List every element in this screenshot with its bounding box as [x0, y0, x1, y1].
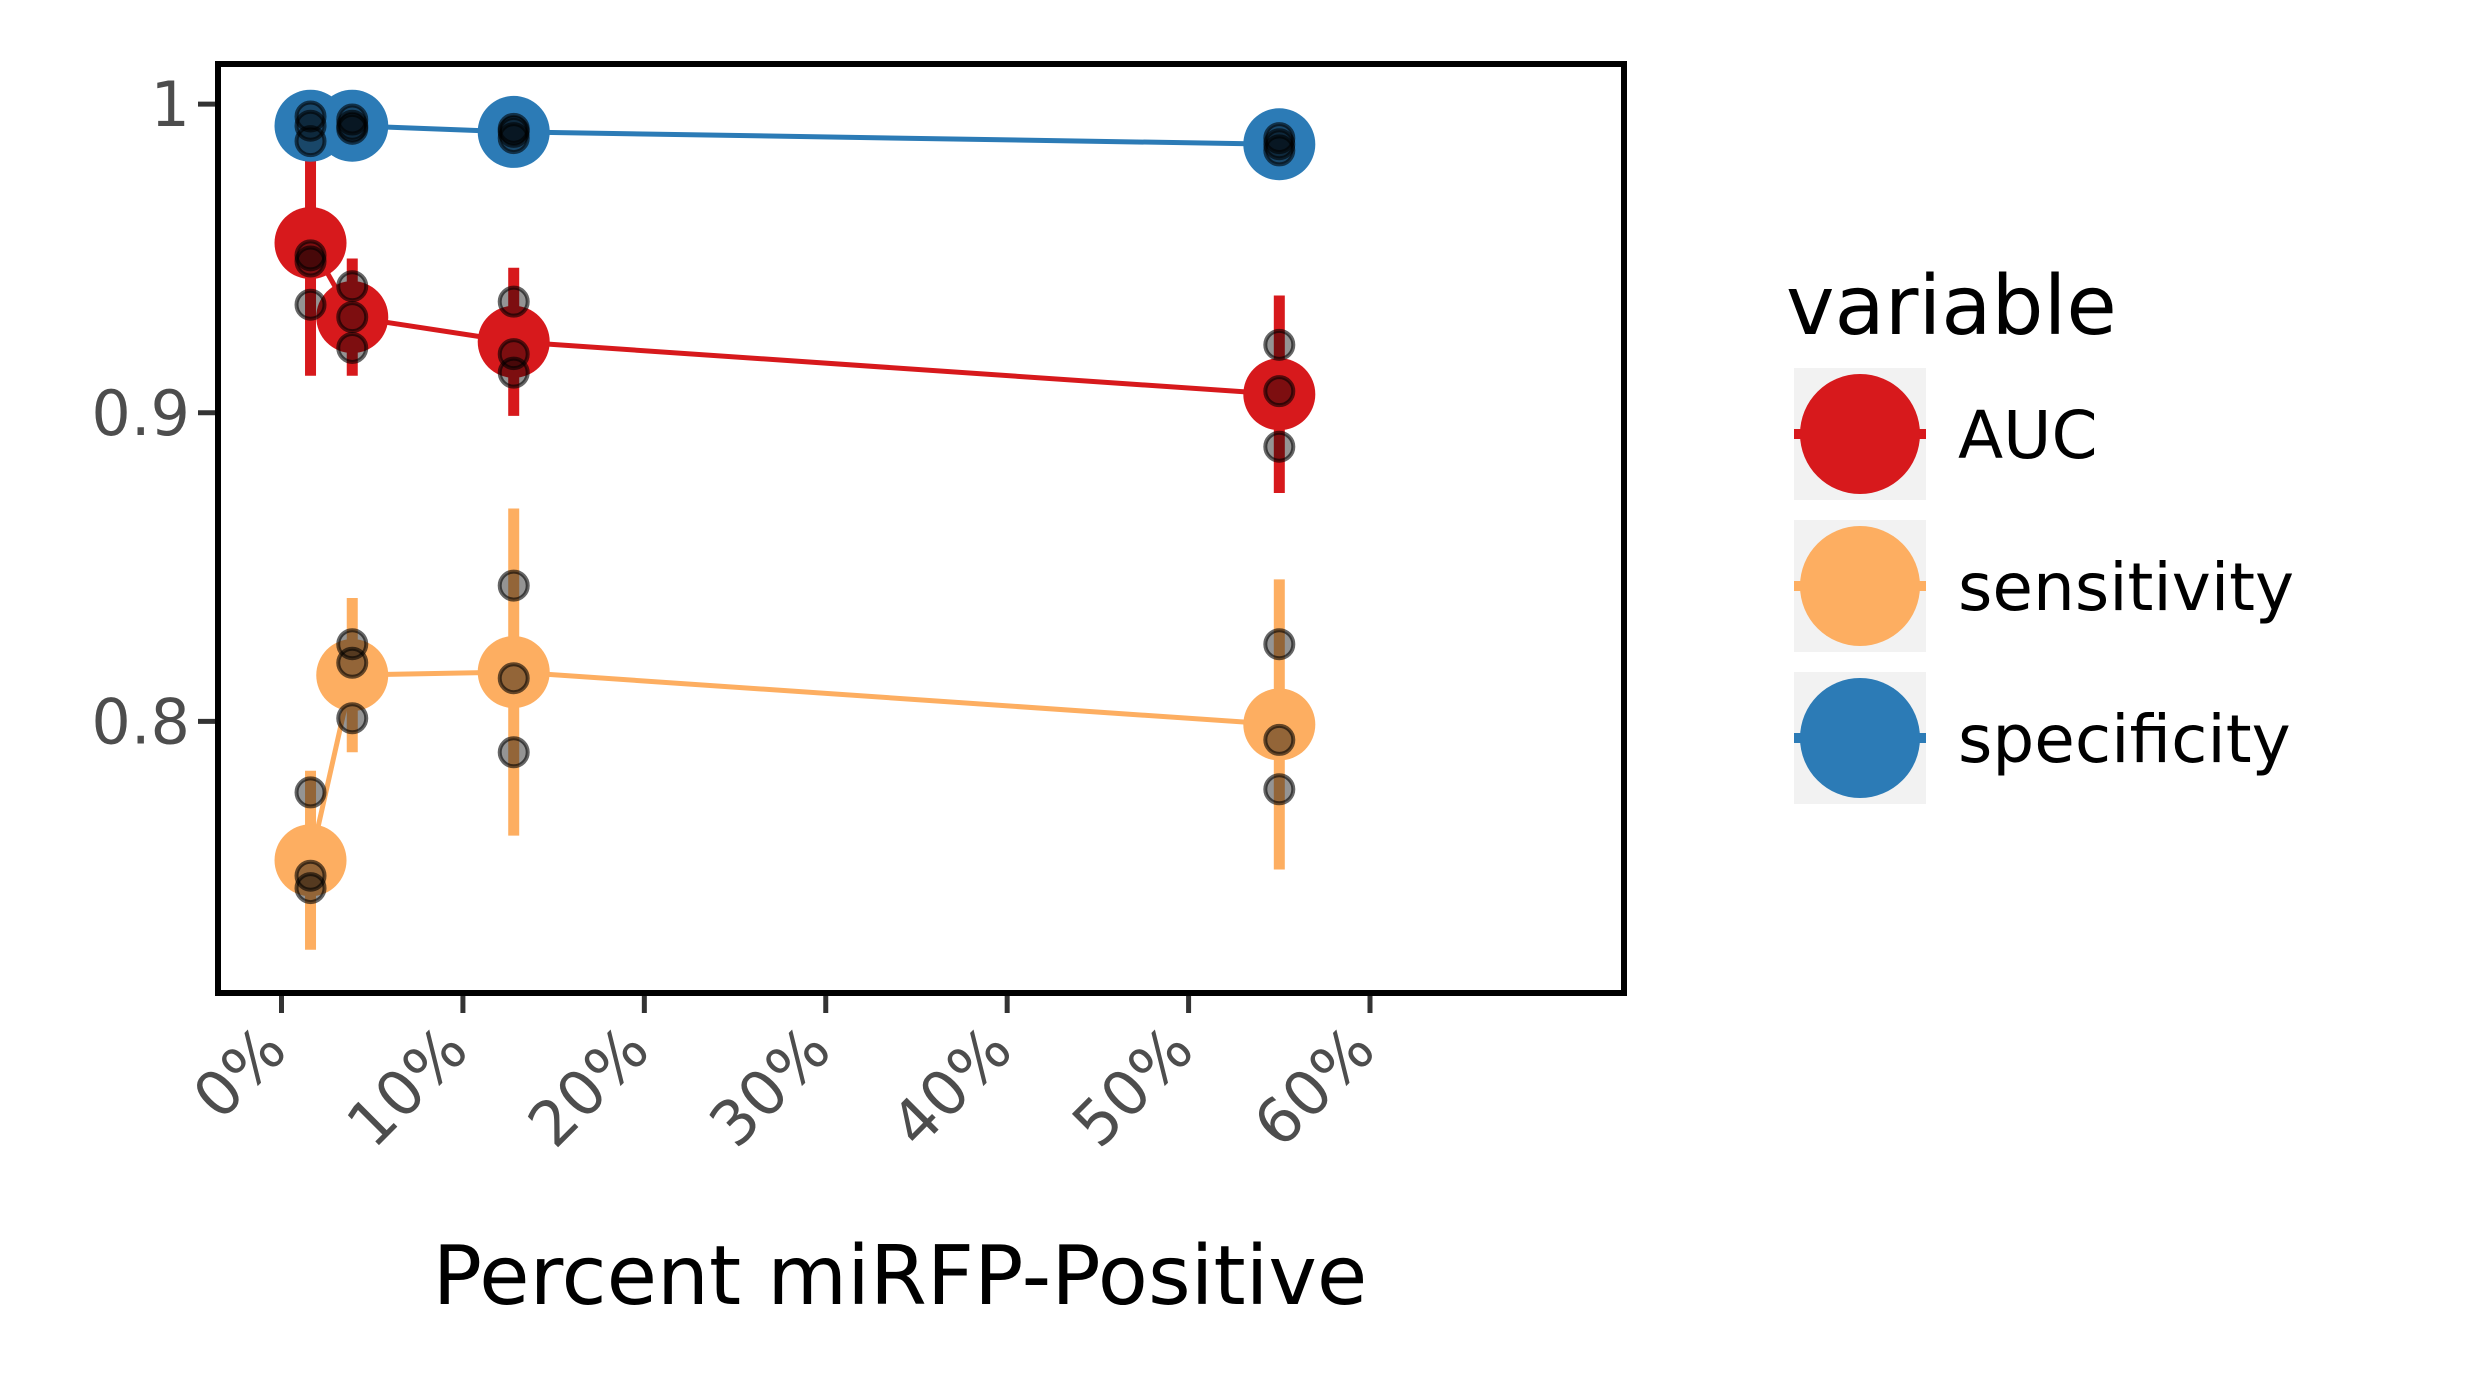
legend-key-point	[1800, 526, 1920, 646]
legend-title: variable	[1786, 259, 2117, 354]
series-line-AUC	[308, 241, 1280, 397]
plot-panel	[218, 64, 1624, 993]
replicate-sensitivity-2-1	[497, 662, 530, 695]
y-tick-label-1: 0.9	[91, 377, 190, 450]
replicate-AUC-1-1	[336, 301, 369, 334]
legend-label: AUC	[1958, 397, 2098, 474]
replicate-sensitivity-1-0	[336, 702, 369, 735]
y-tick-label-2: 1	[151, 68, 190, 141]
plot-border	[215, 61, 1627, 996]
replicate-sensitivity-3-1	[1263, 723, 1296, 756]
replicate-sensitivity-1-2	[336, 628, 369, 661]
replicate-specificity-1-2	[336, 103, 369, 136]
replicate-sensitivity-3-0	[1263, 773, 1296, 806]
replicate-AUC-0-2	[294, 239, 327, 272]
legend-label: specificity	[1958, 701, 2291, 778]
replicate-sensitivity-2-2	[497, 569, 530, 602]
legend-item-sensitivity: sensitivity	[1794, 520, 2294, 652]
legend: variable AUC sensitivity specificity	[1786, 259, 2294, 804]
legend-key-point	[1800, 678, 1920, 798]
point-specificity-1	[316, 89, 389, 162]
point-sensitivity-2	[477, 636, 550, 709]
replicate-AUC-3-1	[1263, 375, 1296, 408]
replicate-sensitivity-0-2	[294, 776, 327, 809]
series-specificity-replicates	[294, 100, 1296, 167]
replicate-sensitivity-3-2	[1263, 628, 1296, 661]
legend-item-specificity: specificity	[1794, 672, 2291, 804]
replicate-AUC-2-1	[497, 338, 530, 371]
replicate-AUC-1-2	[336, 270, 369, 303]
x-axis-title: Percent miRFP-Positive	[433, 1229, 1368, 1324]
point-specificity-2	[477, 95, 550, 168]
y-tick-label-0: 0.8	[91, 685, 190, 758]
replicate-specificity-0-1	[294, 109, 327, 142]
legend-key-point	[1800, 374, 1920, 494]
replicate-sensitivity-2-0	[497, 736, 530, 769]
data-layer	[274, 89, 1316, 950]
legend-item-AUC: AUC	[1794, 368, 2098, 500]
replicate-AUC-2-2	[497, 285, 530, 318]
replicate-specificity-2-2	[497, 112, 530, 145]
series-specificity-points	[274, 89, 1316, 181]
series-sensitivity-replicates	[294, 569, 1296, 905]
point-specificity-3	[1243, 108, 1316, 181]
y-axis: 0.8 0.9 1	[91, 68, 215, 758]
replicate-AUC-3-2	[1263, 328, 1296, 361]
replicate-specificity-0-2	[294, 100, 327, 133]
replicate-AUC-1-0	[336, 331, 369, 364]
legend-label: sensitivity	[1958, 549, 2294, 626]
replicate-specificity-3-2	[1263, 122, 1296, 155]
replicate-AUC-0-0	[294, 288, 327, 321]
replicate-sensitivity-0-1	[294, 859, 327, 892]
point-AUC-3	[1243, 358, 1316, 431]
replicate-AUC-3-0	[1263, 430, 1296, 463]
point-AUC-1	[316, 281, 389, 354]
series-AUC-replicates	[294, 239, 1296, 463]
series-line-sensitivity	[308, 669, 1280, 861]
